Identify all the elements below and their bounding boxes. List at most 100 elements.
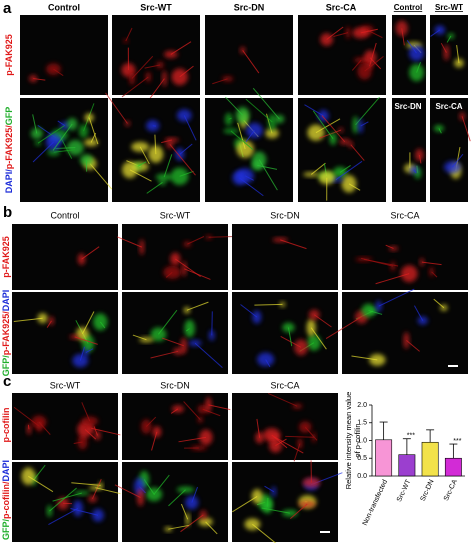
cell-process [179, 65, 194, 78]
cell-process [310, 327, 327, 350]
cell-process [139, 486, 146, 494]
cell-signal [77, 434, 88, 450]
x-tick-label: Src-DN [420, 479, 436, 503]
cell-process [401, 28, 405, 46]
cell-process [168, 489, 186, 507]
cell-process [95, 487, 121, 495]
micrograph [232, 292, 338, 374]
cell-process [191, 486, 199, 503]
cell-process [315, 118, 341, 134]
cell-process [161, 337, 184, 347]
cell-process [179, 170, 194, 177]
cell-process [293, 443, 301, 462]
cell-process [144, 64, 161, 69]
row-label-part: p-FAK925 [1, 236, 11, 278]
y-axis-label: Relative intensity mean value [344, 392, 353, 490]
cell-signal [279, 301, 286, 307]
row-label-part: p-cofilin [1, 408, 11, 443]
cell-process [430, 29, 441, 37]
cell-process [183, 401, 201, 420]
cell-process [53, 149, 76, 153]
cell-process [368, 310, 383, 315]
cell-signal [369, 354, 386, 366]
cell-process [13, 406, 40, 427]
cell-process [438, 128, 442, 134]
cell-process [256, 418, 261, 438]
cell-process [194, 342, 223, 368]
column-header: Control [50, 210, 79, 220]
bar [444, 457, 462, 477]
cell-process [433, 298, 445, 309]
cell-signal [341, 175, 357, 193]
row-label: GFP/p-cofilin/DAPI [1, 460, 11, 540]
column-header: Src-CA [391, 210, 420, 220]
cell-process [158, 309, 178, 335]
cell-process [170, 408, 179, 414]
cell-process [81, 311, 95, 335]
row-label-part: p-FAK925 [4, 34, 14, 76]
cell-process [461, 116, 471, 142]
row-label-part: DAPI/ [4, 169, 14, 194]
y-tick-label: 1.0 [357, 437, 367, 444]
cell-process [169, 144, 196, 176]
cell-process [244, 175, 254, 181]
cell-process [339, 165, 351, 173]
cell-process [416, 62, 421, 73]
micrograph [232, 393, 338, 460]
cell-process [440, 42, 447, 53]
column-header: Src-DN [160, 380, 190, 390]
cell-process [145, 416, 157, 427]
cell-process [202, 408, 221, 417]
cell-signal [171, 68, 188, 86]
cell-process [232, 496, 258, 513]
panel-label: b [3, 204, 12, 221]
cell-process [252, 523, 277, 543]
cell-process [375, 273, 410, 285]
cell-process [413, 169, 417, 174]
cell-signal [170, 252, 181, 266]
cell-process [240, 304, 258, 318]
inset-sublabel: Src-CA [435, 102, 462, 111]
cell-process [180, 503, 189, 520]
cell-process [90, 132, 97, 143]
cell-process [290, 503, 308, 519]
cell-process [28, 475, 54, 493]
cell-process [89, 163, 113, 190]
cell-process [364, 56, 384, 72]
cell-signal [443, 44, 450, 61]
inset-header: Src-WT [435, 3, 463, 12]
cell-process [421, 261, 442, 266]
cell-process [55, 147, 76, 149]
cell-process [13, 317, 43, 323]
cell-signal [403, 331, 410, 349]
cell-signal [139, 239, 145, 256]
cell-process [46, 320, 52, 328]
row-label: p-FAK925 [4, 34, 14, 76]
y-tick-label: 0.0 [357, 473, 367, 480]
cell-process [361, 257, 394, 267]
y-tick-label: 0.5 [357, 455, 367, 462]
cell-signal [308, 309, 320, 320]
cell-process [205, 521, 218, 535]
cell-process [53, 68, 64, 77]
cell-process [406, 39, 417, 54]
cell-process [52, 123, 73, 151]
cell-process [360, 121, 369, 127]
cell-signal [352, 116, 359, 134]
cell-process [254, 303, 283, 306]
cell-process [186, 301, 209, 311]
cell-process [165, 271, 173, 278]
cell-process [312, 110, 334, 139]
cell-process [211, 311, 213, 336]
column-header: Src-WT [160, 210, 191, 220]
row-label-part: GFP/ [1, 519, 11, 541]
cell-process [179, 143, 193, 155]
cell-process [208, 404, 231, 411]
row-label: p-FAK925 [1, 236, 11, 278]
cell-process [85, 348, 94, 353]
micrograph [232, 224, 338, 290]
cell-signal [400, 265, 418, 283]
cell-process [33, 464, 46, 480]
micrograph [342, 292, 468, 374]
